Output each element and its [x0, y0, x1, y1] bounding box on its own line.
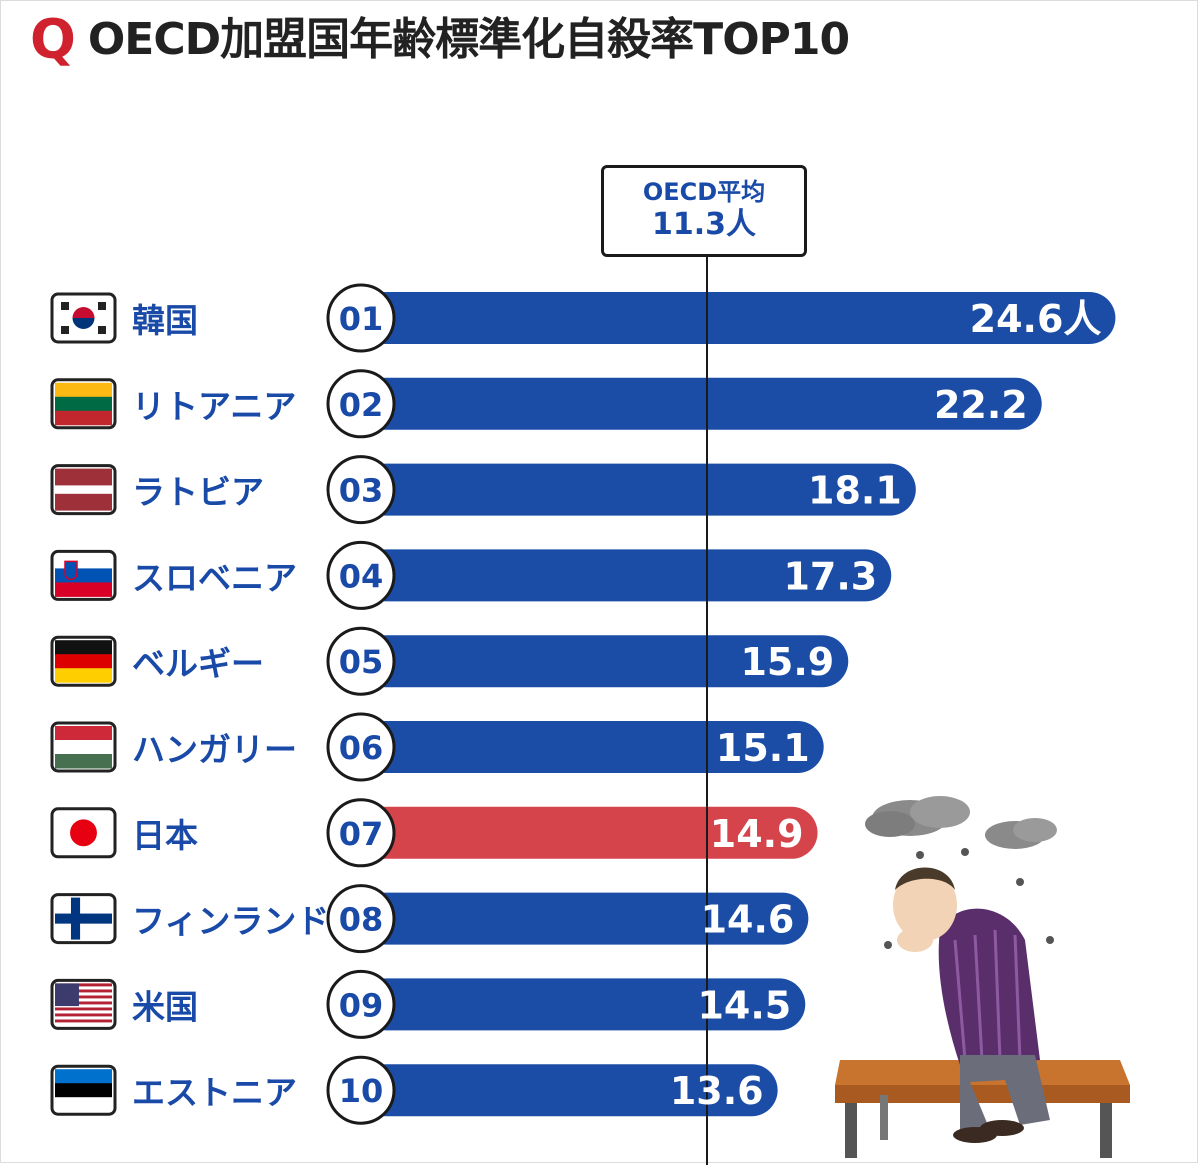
rank-number: 02: [339, 386, 384, 424]
rank-number: 01: [339, 300, 384, 338]
bar: [360, 1064, 778, 1117]
rank-number: 06: [339, 729, 384, 767]
rank-number: 04: [339, 557, 384, 595]
rank-number: 09: [339, 986, 384, 1024]
belgium-flag-icon: [50, 635, 117, 687]
rank-number: 08: [339, 901, 384, 939]
value-label: 24.6人: [970, 297, 1102, 341]
country-label: ハンガリー: [132, 730, 297, 769]
rank-badge: [326, 540, 396, 610]
chart-row: 日本 07 14.9: [50, 798, 818, 868]
hungary-flag-icon: [50, 721, 117, 773]
value-label: 15.9: [740, 640, 834, 684]
estonia-flag-icon: [50, 1064, 117, 1116]
lithuania-flag-icon: [50, 378, 117, 430]
bar: [360, 549, 892, 602]
latvia-flag-icon: [50, 464, 117, 516]
value-label: 14.6: [701, 898, 795, 942]
rank-number: 03: [339, 472, 384, 510]
average-value: 11.3人: [651, 207, 757, 242]
rain-cloud-icon: [865, 796, 1057, 949]
oecd-average-box: OECD平均 11.3人: [601, 165, 807, 257]
chart-title: OECD加盟国年齢標準化自殺率TOP10: [87, 14, 850, 65]
value-label: 14.9: [710, 812, 804, 856]
average-label: OECD平均: [642, 178, 766, 206]
bar: [360, 463, 916, 516]
chart-header: Q OECD加盟国年齢標準化自殺率TOP10: [30, 8, 850, 72]
chart-row: ベルギー 05 15.9: [50, 626, 849, 696]
bar: [360, 635, 849, 688]
chart-row: 米国 09 14.5: [50, 969, 806, 1039]
finland-flag-icon: [50, 893, 117, 945]
country-label: ラトビア: [132, 473, 264, 512]
chart-row: エストニア 10 13.6: [50, 1055, 778, 1125]
country-label: リトアニア: [132, 387, 296, 426]
korea-flag-icon: [50, 292, 117, 344]
rank-badge: [326, 283, 396, 353]
usa-flag-icon: [50, 978, 117, 1030]
rank-badge: [326, 455, 396, 525]
bar: [360, 978, 806, 1031]
chart-row: リトアニア 02 22.2: [50, 369, 1042, 439]
q-mark: Q: [30, 8, 76, 71]
chart-row: ハンガリー 06 15.1: [50, 712, 824, 782]
value-label: 18.1: [808, 469, 902, 513]
rank-number: 10: [339, 1072, 384, 1110]
rank-badge: [326, 969, 396, 1039]
country-label: エストニア: [132, 1073, 297, 1112]
chart-row: 韓国 01 24.6人: [50, 283, 1116, 353]
rank-badge: [326, 884, 396, 954]
rank-badge: [326, 369, 396, 439]
value-label: 22.2: [934, 383, 1028, 427]
bar: [360, 806, 818, 859]
sad-man-illustration: [835, 796, 1130, 1158]
rank-number: 07: [339, 815, 384, 853]
chart-row: フィンランド 08 14.6: [50, 884, 809, 954]
value-label: 17.3: [783, 554, 877, 598]
chart-row: スロベニア 04 17.3: [50, 540, 892, 610]
bar: [360, 892, 809, 945]
country-label: 米国: [132, 987, 198, 1026]
sad-man-icon: [893, 867, 1050, 1143]
japan-flag-icon: [50, 807, 117, 859]
rank-badge: [326, 712, 396, 782]
rank-number: 05: [339, 643, 384, 681]
rank-badge: [326, 798, 396, 868]
country-label: フィンランド: [132, 902, 329, 941]
country-label: 韓国: [132, 301, 198, 340]
rank-badge: [326, 1055, 396, 1125]
value-label: 14.5: [697, 983, 791, 1027]
slovenia-flag-icon: [50, 549, 117, 601]
country-label: ベルギー: [132, 644, 264, 683]
country-label: 日本: [132, 816, 198, 855]
chart-row: ラトビア 03 18.1: [50, 455, 916, 525]
bar: [360, 292, 1116, 344]
bar: [360, 377, 1042, 430]
value-label: 15.1: [716, 726, 810, 770]
value-label: 13.6: [670, 1069, 764, 1113]
country-label: スロベニア: [132, 558, 297, 597]
rank-badge: [326, 626, 396, 696]
